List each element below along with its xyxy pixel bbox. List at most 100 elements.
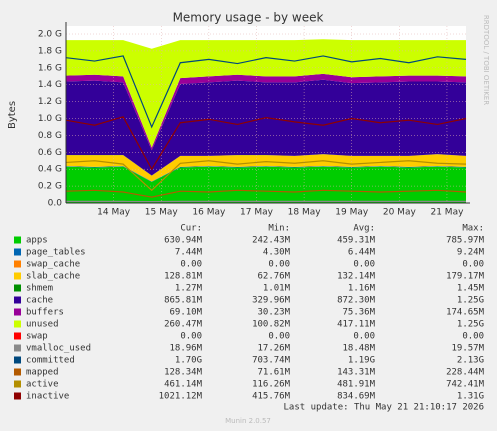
stat-value: 0.00 xyxy=(462,260,484,270)
stat-value: 132.14M xyxy=(337,272,376,282)
stat-value: 0.00 xyxy=(353,260,375,270)
stat-value: 9.24M xyxy=(457,248,485,258)
side-text: RRDTOOL / TOBI OETIKER xyxy=(482,15,490,105)
stat-value: 417.11M xyxy=(337,320,376,330)
stat-value: 1.16M xyxy=(348,284,376,294)
stat-value: 1.01M xyxy=(263,284,291,294)
stat-value: 128.34M xyxy=(164,368,203,378)
legend-label: shmem xyxy=(26,284,53,294)
x-tick-label: 17 May xyxy=(240,208,274,218)
stat-value: 0.00 xyxy=(462,332,484,342)
stat-value: 4.30M xyxy=(263,248,291,258)
stat-value: 100.82M xyxy=(252,320,291,330)
stat-value: 75.36M xyxy=(342,308,375,318)
stat-value: 459.31M xyxy=(337,236,376,246)
stat-value: 0.00 xyxy=(353,332,375,342)
stat-value: 630.94M xyxy=(164,236,203,246)
stat-value: 0.00 xyxy=(180,260,202,270)
y-tick-label: 1.0 G xyxy=(38,114,62,124)
legend-label: buffers xyxy=(26,308,64,318)
x-tick-label: 20 May xyxy=(383,208,417,218)
legend-label: inactive xyxy=(26,392,69,402)
stat-value: 1.31G xyxy=(457,392,484,402)
stat-value: 461.14M xyxy=(164,380,203,390)
stat-value: 329.96M xyxy=(252,296,291,306)
legend-swatch xyxy=(14,344,21,352)
y-tick-label: 1.6 G xyxy=(38,63,62,73)
stat-value: 143.31M xyxy=(337,368,376,378)
legend-swatch xyxy=(14,272,21,280)
line xyxy=(65,55,467,129)
legend-label: page_tables xyxy=(26,248,86,258)
stat-value: 785.97M xyxy=(446,236,485,246)
line xyxy=(65,116,467,171)
stat-value: 19.57M xyxy=(451,344,484,354)
stat-value: 1.70G xyxy=(175,356,202,366)
area xyxy=(66,79,466,176)
column-header: Min: xyxy=(268,224,290,234)
legend-swatch xyxy=(14,248,21,256)
stat-value: 174.65M xyxy=(446,308,485,318)
x-tick-label: 16 May xyxy=(192,208,226,218)
stat-value: 0.00 xyxy=(268,260,290,270)
y-tick-label: 1.8 G xyxy=(38,46,62,56)
stat-value: 1.25G xyxy=(457,296,484,306)
legend-label: vmalloc_used xyxy=(26,344,91,354)
legend-swatch xyxy=(14,368,21,376)
y-tick-label: 0.2 G xyxy=(38,182,62,192)
footer: Munin 2.0.57 xyxy=(225,417,271,425)
stat-value: 1.45M xyxy=(457,284,485,294)
legend-swatch xyxy=(14,392,21,400)
stat-value: 415.76M xyxy=(252,392,291,402)
stat-value: 6.44M xyxy=(348,248,376,258)
stat-value: 0.00 xyxy=(268,332,290,342)
stat-value: 7.44M xyxy=(175,248,203,258)
stat-value: 116.26M xyxy=(252,380,291,390)
stat-value: 17.26M xyxy=(257,344,290,354)
stat-value: 703.74M xyxy=(252,356,291,366)
stat-value: 1021.12M xyxy=(159,392,203,402)
legend-swatch xyxy=(14,284,21,292)
stat-value: 242.43M xyxy=(252,236,291,246)
x-tick-label: 14 May xyxy=(97,208,131,218)
legend-label: swap_cache xyxy=(26,260,80,270)
legend-label: mapped xyxy=(26,368,59,378)
stat-value: 1.27M xyxy=(175,284,203,294)
stat-value: 865.81M xyxy=(164,296,203,306)
y-tick-label: 0.6 G xyxy=(38,148,62,158)
legend-label: apps xyxy=(26,236,48,246)
last-update: Last update: Thu May 21 21:10:17 2026 xyxy=(284,403,484,413)
legend-swatch xyxy=(14,296,21,304)
stat-value: 71.61M xyxy=(257,368,290,378)
y-tick-label: 0.8 G xyxy=(38,131,62,141)
x-tick-label: 18 May xyxy=(288,208,322,218)
stat-value: 872.30M xyxy=(337,296,376,306)
y-tick-label: 2.0 G xyxy=(38,30,62,40)
x-tick-label: 15 May xyxy=(145,208,179,218)
y-axis-label: Bytes xyxy=(7,101,18,129)
legend-label: swap xyxy=(26,332,48,342)
legend-swatch xyxy=(14,332,21,340)
stat-value: 834.69M xyxy=(337,392,376,402)
stat-value: 0.00 xyxy=(180,332,202,342)
y-tick-label: 0.4 G xyxy=(38,165,62,175)
stat-value: 228.44M xyxy=(446,368,485,378)
column-header: Cur: xyxy=(180,224,202,234)
stat-value: 1.25G xyxy=(457,320,484,330)
legend-label: unused xyxy=(26,320,59,330)
legend-swatch xyxy=(14,320,21,328)
area xyxy=(66,166,466,203)
column-header: Avg: xyxy=(353,224,375,234)
area xyxy=(66,154,466,182)
legend-swatch xyxy=(14,308,21,316)
legend-swatch xyxy=(14,260,21,268)
area xyxy=(66,39,466,148)
legend-label: active xyxy=(26,380,59,390)
stat-value: 30.23M xyxy=(257,308,290,318)
stat-value: 1.19G xyxy=(348,356,375,366)
chart-title: Memory usage - by week xyxy=(173,11,324,25)
stat-value: 69.10M xyxy=(169,308,202,318)
line xyxy=(65,189,467,198)
legend-label: cache xyxy=(26,296,53,306)
